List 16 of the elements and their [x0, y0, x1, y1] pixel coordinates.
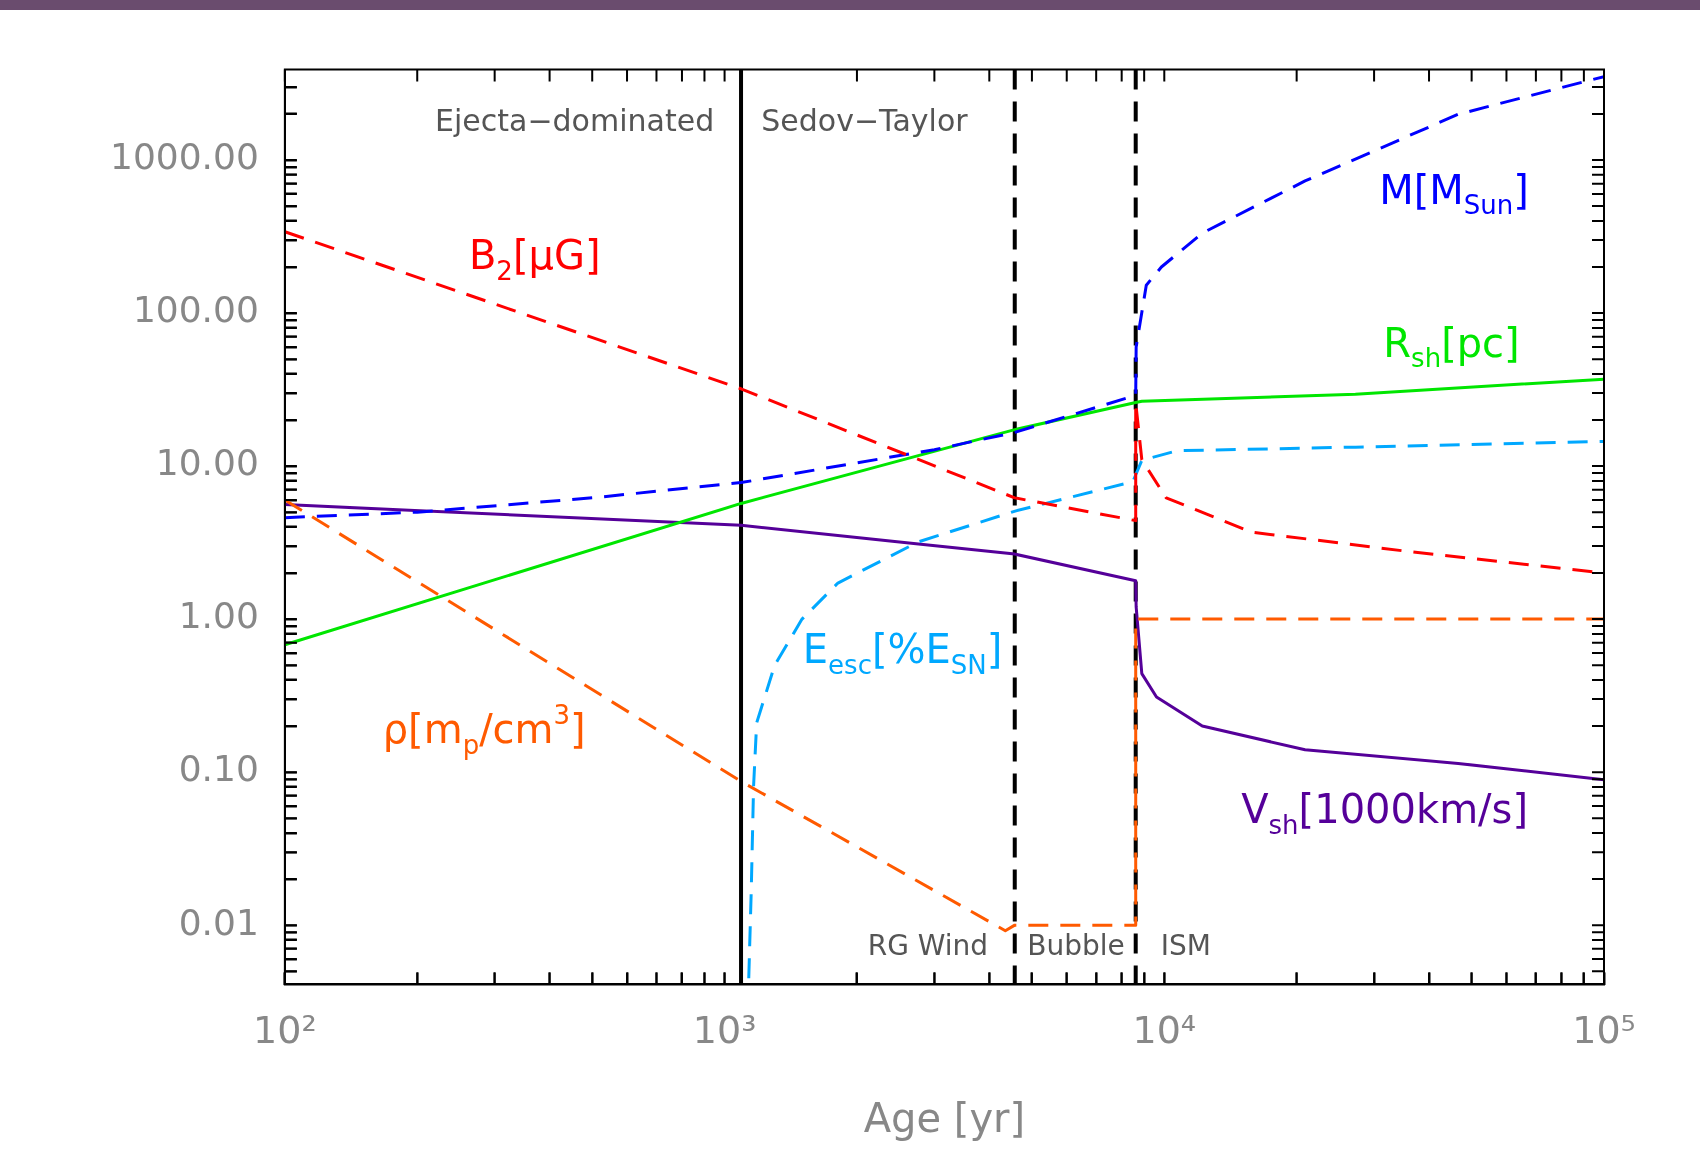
y-tick-label: 10.00 [155, 442, 259, 484]
annotation: Bubble [1027, 929, 1125, 963]
x-tick-label: 10² [253, 1008, 317, 1053]
x-tick-label: 10³ [692, 1008, 757, 1053]
y-tick-label: 1.00 [178, 595, 259, 637]
annotation: Ejecta−dominated [435, 102, 715, 138]
x-tick-label: 10⁵ [1572, 1008, 1636, 1053]
y-tick-label: 100.00 [132, 289, 259, 331]
x-axis-title: Age [yr] [863, 1095, 1026, 1142]
y-tick-label: 0.10 [178, 748, 259, 790]
annotation: Sedov−Taylor [761, 102, 969, 138]
y-tick-label: 0.01 [178, 901, 259, 943]
y-tick-label: 1000.00 [109, 136, 259, 178]
annotation: ISM [1160, 929, 1212, 963]
annotation: RG Wind [867, 929, 989, 963]
x-tick-label: 10⁴ [1132, 1008, 1197, 1053]
